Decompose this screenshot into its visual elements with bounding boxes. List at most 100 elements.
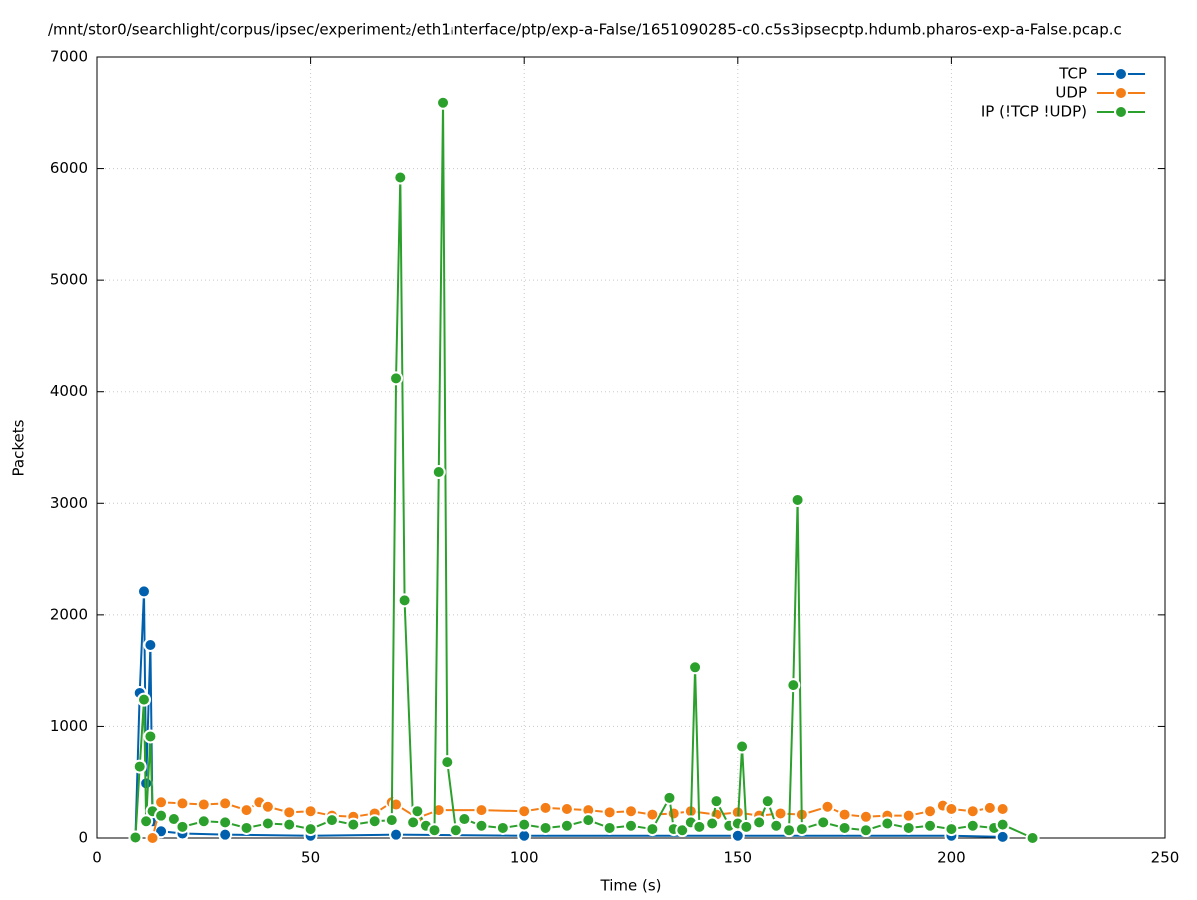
point [559,801,574,816]
point [324,813,339,828]
point [384,813,399,828]
point [139,814,154,829]
point [538,800,553,815]
point [559,818,574,833]
point [739,819,754,834]
x-tick-label: 100 [510,849,539,867]
point [128,830,143,845]
point [389,797,404,812]
point [901,808,916,823]
point [581,813,596,828]
point [143,729,158,744]
y-tick-label: 2000 [50,605,88,623]
y-tick-label: 3000 [50,494,88,512]
point [675,823,690,838]
x-tick-label: 50 [301,849,320,867]
x-tick-label: 200 [937,849,966,867]
point [858,823,873,838]
point [794,822,809,837]
plot-border [96,56,1166,839]
point [944,801,959,816]
point [260,799,275,814]
y-tick-label: 1000 [50,717,88,735]
point [154,795,169,810]
point [982,800,997,815]
point [624,818,638,833]
point [666,806,681,821]
point [624,804,638,819]
point [389,827,404,842]
point [995,801,1010,816]
legend-marker [1114,67,1128,81]
point [735,739,750,754]
point [410,804,425,819]
point [782,823,797,838]
point [154,808,169,823]
point [837,807,852,822]
x-tick-label: 0 [92,849,102,867]
point [662,790,677,805]
point [282,817,297,832]
point [692,819,707,834]
point [175,796,190,811]
legend-marker [1114,86,1128,100]
point [880,816,895,831]
point [995,817,1010,832]
point [538,820,553,835]
point [175,819,190,834]
y-axis-label: Packets [10,419,28,476]
y-tick-label: 5000 [50,271,88,289]
point [858,809,873,824]
point [709,794,724,809]
point [431,465,446,480]
point [602,805,617,820]
point [282,805,297,820]
point [218,815,233,830]
y-tick-label: 6000 [50,159,88,177]
point [145,831,160,845]
chart-title: /mnt/stor0/searchlight/corpus/ipsec/expe… [48,21,1122,39]
point [474,803,489,818]
point [688,660,703,675]
y-tick-label: 4000 [50,382,88,400]
point [602,820,617,835]
point [393,170,408,185]
point [166,812,181,827]
point [901,820,916,835]
point [132,759,147,774]
point [474,818,489,833]
point [944,822,959,837]
point [1025,831,1040,845]
point [517,817,532,832]
point [143,637,158,652]
point [705,816,720,831]
series-line [134,102,1033,839]
point [427,823,442,838]
point [760,794,775,809]
point [820,799,835,814]
point [923,804,938,819]
point [495,820,510,835]
y-tick-label: 7000 [50,48,88,66]
x-axis-label: Time (s) [600,877,662,895]
point [239,820,254,835]
point [752,815,767,830]
legend-label: UDP [1055,84,1087,102]
point [218,827,233,842]
point [790,492,805,507]
point [136,584,151,599]
point [346,817,361,832]
point [448,823,463,838]
legend-marker [1114,105,1128,119]
point [260,816,275,831]
series-line [151,801,1003,839]
point [965,818,980,833]
point [367,814,382,829]
point [923,818,938,833]
point [436,95,451,110]
point [816,815,831,830]
point [837,820,852,835]
point [965,804,980,819]
point [389,371,404,386]
